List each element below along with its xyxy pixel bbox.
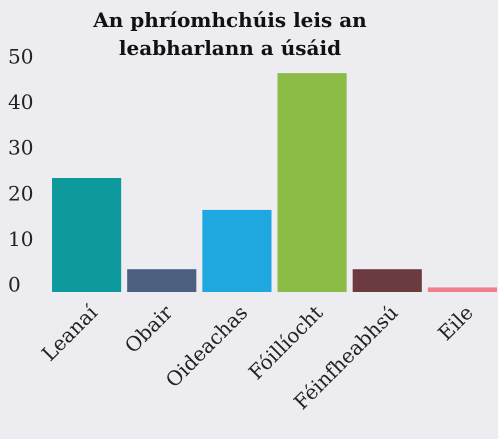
- y-tick-label: 30: [8, 136, 33, 160]
- bar: [202, 209, 272, 292]
- y-tick-label: 50: [8, 45, 33, 69]
- x-tick-label: Obair: [120, 300, 178, 358]
- x-tick-label: Eile: [433, 300, 478, 345]
- y-tick-label: 0: [8, 273, 21, 297]
- bar: [427, 287, 497, 292]
- bar: [127, 269, 197, 292]
- y-tick-label: 20: [8, 181, 33, 205]
- x-tick-label: Leanaí: [37, 300, 103, 366]
- x-tick-label: Oideachas: [161, 300, 253, 392]
- bar: [352, 269, 422, 292]
- bar: [52, 178, 122, 292]
- bar: [277, 73, 347, 293]
- y-tick-label: 10: [8, 227, 33, 251]
- chart-title: An phríomhchúis leis an leabharlann a ús…: [93, 8, 367, 60]
- y-tick-label: 40: [8, 90, 33, 114]
